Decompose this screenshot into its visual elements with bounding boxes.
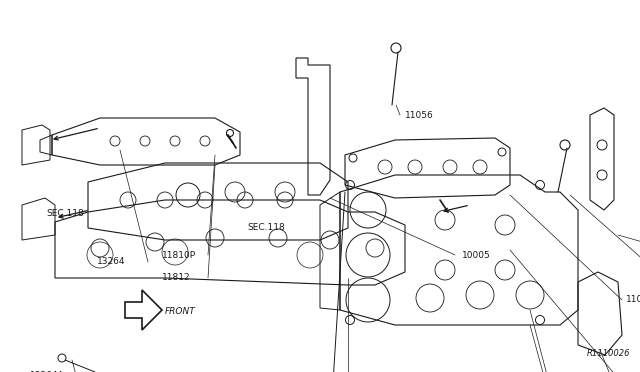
Text: 13264: 13264 bbox=[97, 257, 125, 266]
Text: 11056: 11056 bbox=[405, 110, 434, 119]
Text: 10005: 10005 bbox=[462, 250, 491, 260]
Text: 11041: 11041 bbox=[626, 295, 640, 305]
Text: FRONT: FRONT bbox=[165, 308, 196, 317]
Text: 11812: 11812 bbox=[162, 273, 191, 282]
Text: R1110026: R1110026 bbox=[586, 349, 630, 358]
Text: 11810P: 11810P bbox=[162, 250, 196, 260]
Text: SEC.118: SEC.118 bbox=[247, 224, 285, 232]
Text: SEC.118: SEC.118 bbox=[46, 208, 84, 218]
Text: 13264A: 13264A bbox=[30, 371, 65, 372]
